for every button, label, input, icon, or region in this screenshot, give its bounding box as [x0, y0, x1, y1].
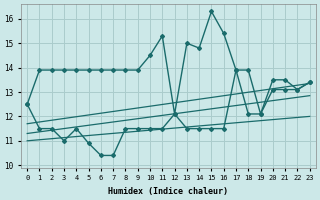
X-axis label: Humidex (Indice chaleur): Humidex (Indice chaleur)	[108, 187, 228, 196]
